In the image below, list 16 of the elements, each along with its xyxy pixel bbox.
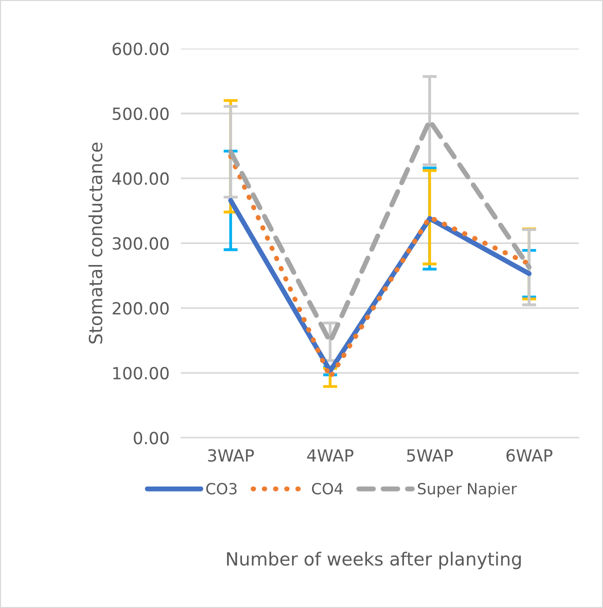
legend-label: Super Napier <box>418 482 517 498</box>
x-tick-label: 5WAP <box>407 449 453 462</box>
x-axis-title: Number of weeks after planyting <box>227 552 521 570</box>
x-tick-label: 3WAP <box>208 449 254 462</box>
y-tick-label: 0.00 <box>134 432 169 444</box>
y-axis-title: Stomatal conductance <box>88 142 102 344</box>
legend-label: CO3 <box>206 482 237 494</box>
x-tick-label: 4WAP <box>307 449 354 462</box>
y-tick-label: 200.00 <box>112 302 169 315</box>
y-tick-label: 500.00 <box>112 107 169 120</box>
y-tick-label: 100.00 <box>113 366 169 380</box>
x-tick-label: 6WAP <box>506 449 552 462</box>
y-tick-label: 400.00 <box>112 172 169 185</box>
legend-label: CO4 <box>312 482 343 494</box>
y-tick-label: 600.00 <box>112 42 169 56</box>
y-tick-label: 300.00 <box>112 237 169 250</box>
